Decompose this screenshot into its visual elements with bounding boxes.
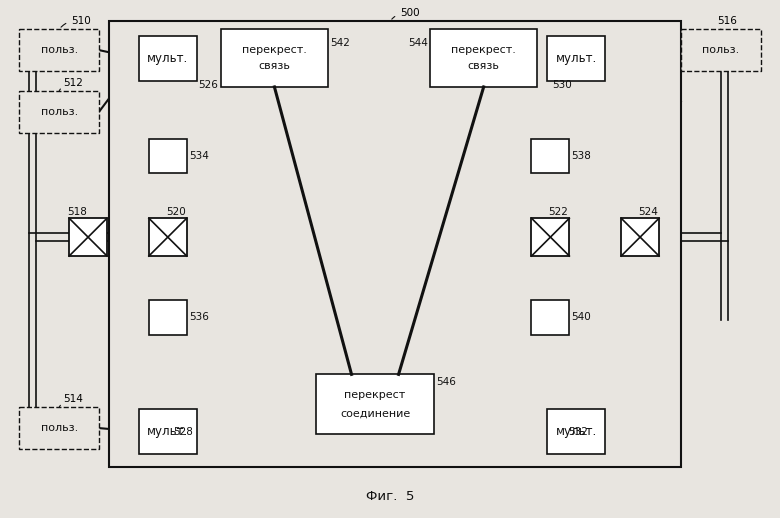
Text: 536: 536 xyxy=(189,312,208,322)
Text: польз.: польз. xyxy=(41,423,78,433)
Bar xyxy=(316,375,434,434)
Text: мульт.: мульт. xyxy=(555,52,597,65)
Bar xyxy=(531,300,569,335)
Text: 518: 518 xyxy=(67,207,87,217)
Text: 512: 512 xyxy=(59,78,83,91)
Text: 514: 514 xyxy=(59,394,83,407)
Text: 520: 520 xyxy=(166,207,186,217)
Bar xyxy=(531,139,569,174)
Text: Фиг.  5: Фиг. 5 xyxy=(366,490,414,503)
Text: 542: 542 xyxy=(330,38,350,48)
Text: польз.: польз. xyxy=(41,45,78,55)
Text: 526: 526 xyxy=(199,80,218,90)
Text: 546: 546 xyxy=(436,377,456,387)
Bar xyxy=(621,218,659,256)
Bar xyxy=(430,29,537,87)
Bar xyxy=(548,409,605,454)
Text: польз.: польз. xyxy=(41,107,78,117)
Bar xyxy=(20,29,99,71)
Bar xyxy=(109,21,681,467)
Bar xyxy=(139,36,197,81)
Bar xyxy=(139,409,197,454)
Text: соединение: соединение xyxy=(340,408,410,418)
Bar xyxy=(221,29,328,87)
Bar xyxy=(20,407,99,449)
Text: 530: 530 xyxy=(552,80,573,90)
Text: мульт.: мульт. xyxy=(555,425,597,438)
Text: 524: 524 xyxy=(638,207,658,217)
Text: 532: 532 xyxy=(569,426,588,437)
Bar xyxy=(20,91,99,133)
Bar xyxy=(681,29,760,71)
Text: 538: 538 xyxy=(572,151,591,161)
Text: 510: 510 xyxy=(61,16,91,27)
Text: 516: 516 xyxy=(717,16,736,29)
Text: перекрест: перекрест xyxy=(345,390,406,400)
Text: 522: 522 xyxy=(548,207,569,217)
Text: мульт.: мульт. xyxy=(147,425,189,438)
Text: 544: 544 xyxy=(408,38,427,48)
Text: мульт.: мульт. xyxy=(147,52,189,65)
Text: перекрест.: перекрест. xyxy=(451,45,516,55)
Text: 500: 500 xyxy=(392,8,420,19)
Text: 540: 540 xyxy=(572,312,591,322)
Bar xyxy=(548,36,605,81)
Bar xyxy=(149,218,186,256)
Text: перекрест.: перекрест. xyxy=(242,45,307,55)
Text: связь: связь xyxy=(258,61,290,71)
Bar xyxy=(69,218,107,256)
Text: 528: 528 xyxy=(173,426,193,437)
Bar xyxy=(531,218,569,256)
Bar xyxy=(149,139,186,174)
Text: польз.: польз. xyxy=(702,45,739,55)
Bar xyxy=(149,300,186,335)
Text: связь: связь xyxy=(468,61,500,71)
Text: 534: 534 xyxy=(189,151,208,161)
